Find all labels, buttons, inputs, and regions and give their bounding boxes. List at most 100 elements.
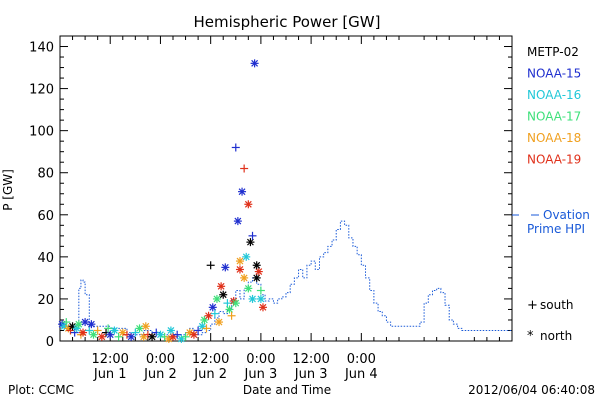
data-point-south [210,309,219,318]
y-tick-label: 140 [29,41,54,56]
point-stroke [217,282,225,290]
y-tick-label: 40 [37,251,54,266]
data-point-north [252,261,261,270]
footer-plot-source: Plot: CCMC [8,383,74,397]
y-tick-label: 80 [37,167,54,182]
marker-legend-south: south [540,298,574,312]
data-point-south [62,318,71,327]
data-point-north [233,217,242,226]
data-point-north [225,305,234,314]
point-stroke [79,329,87,337]
data-point-north [81,318,90,327]
y-tick-label: 0 [46,335,54,350]
point-stroke [236,257,244,265]
point-stroke [98,333,106,341]
point-stroke [249,295,256,303]
x-tick-date-label: Jun 1 [93,367,127,382]
data-point-north [246,238,255,247]
point-stroke [236,266,244,273]
point-stroke [190,331,198,339]
data-point-north [235,257,244,266]
point-stroke [238,188,246,196]
legend-entry-noaa-15: NOAA-15 [527,67,581,81]
data-point-north [235,265,244,274]
data-point-south [194,326,203,335]
y-tick-label: 60 [37,209,54,224]
chart-title: Hemispheric Power [GW] [194,13,381,31]
data-point-north [89,330,98,339]
data-point-north [118,328,127,337]
point-stroke [244,200,252,208]
y-tick-label: 20 [37,293,54,308]
data-point-north [244,284,253,293]
data-point-north [244,200,253,209]
x-tick-date-label: Jun 4 [344,367,378,382]
data-point-north [250,59,259,68]
data-point-south [231,143,240,152]
point-stroke [251,59,259,67]
x-tick-time-label: 12:00 [192,352,229,367]
data-point-north [219,290,228,299]
data-point-north [189,330,198,339]
data-point-south [93,326,102,335]
data-point-south [131,328,140,337]
data-point-north [127,332,136,341]
data-point-north [258,303,267,312]
legend-entry-noaa-18: NOAA-18 [527,131,581,145]
x-tick-date-label: Jun 3 [294,367,328,382]
point-stroke [119,329,127,337]
point-stroke [226,306,233,313]
data-point-north [110,326,119,335]
data-point-north [141,322,150,331]
data-point-north [217,282,226,291]
point-stroke [87,320,95,328]
data-point-north [252,273,261,282]
data-point-north [177,334,186,343]
point-stroke [136,324,143,332]
marker-legend-north: north [540,329,572,343]
point-stroke [90,331,97,339]
x-tick-date-label: Jun 2 [143,367,177,382]
point-stroke [244,284,252,292]
data-point-north [156,330,165,339]
marker-legend-symbol: * [527,329,534,344]
point-stroke [205,312,212,320]
point-stroke [186,329,194,337]
data-point-south [104,324,113,333]
marker-legend-symbol: + [527,298,538,313]
data-point-north [87,320,96,329]
point-stroke [198,322,206,330]
point-stroke [257,295,265,303]
data-point-north [256,294,265,303]
x-tick-time-label: 0:00 [347,352,376,367]
point-stroke [240,274,248,282]
data-point-north [238,187,247,196]
data-point-north [204,311,213,320]
point-stroke [215,318,223,326]
data-point-north [97,332,106,341]
point-stroke [232,299,240,307]
legend: METP-02 NOAA-15 NOAA-16 NOAA-17 NOAA-18 NOAA-… [512,45,590,344]
legend-entry-noaa-19: NOAA-19 [527,153,581,167]
ovation-legend-label: Ovation [543,208,590,222]
x-tick-time-label: 0:00 [246,352,275,367]
data-point-north [148,332,157,341]
x-tick-time-label: 12:00 [292,352,329,367]
data-point-north [79,328,88,337]
ovation-prime-line [60,220,512,338]
data-point-south [202,324,211,333]
data-point-north [212,294,221,303]
point-stroke [213,295,221,303]
x-tick-time-label: 0:00 [146,352,175,367]
data-point-north [198,322,207,331]
data-point-north [240,273,249,282]
point-stroke [255,268,263,276]
data-point-south [173,330,182,339]
y-axis-label: P [GW] [1,169,15,211]
point-stroke [234,217,242,225]
legend-entry-noaa-16: NOAA-16 [527,88,581,102]
point-stroke [219,291,227,299]
data-point-north [139,332,148,341]
x-tick-time-label: 12:00 [91,352,128,367]
